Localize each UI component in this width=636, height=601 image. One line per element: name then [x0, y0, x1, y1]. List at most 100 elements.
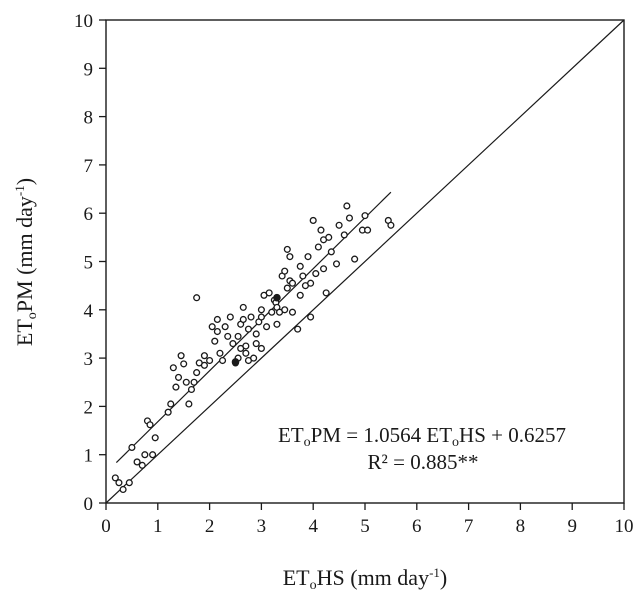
data-point	[213, 315, 221, 324]
data-point	[296, 262, 304, 270]
one-to-one-line	[105, 19, 625, 504]
data-point	[216, 349, 224, 357]
data-point	[335, 221, 343, 229]
data-point	[149, 451, 157, 459]
y-tick-label: 8	[84, 108, 94, 129]
data-point	[239, 315, 247, 324]
x-tick-label: 2	[205, 516, 215, 537]
x-tick-label: 3	[257, 516, 267, 537]
data-point	[141, 451, 149, 459]
data-point	[193, 294, 201, 302]
data-point	[268, 308, 276, 316]
data-point	[221, 323, 229, 331]
data-point	[226, 313, 234, 321]
data-point	[151, 434, 159, 442]
data-point	[172, 383, 180, 391]
data-point	[320, 265, 328, 273]
data-point	[286, 253, 294, 261]
data-point	[242, 349, 250, 357]
y-tick-label: 4	[84, 301, 94, 322]
data-point	[257, 344, 265, 352]
data-point	[167, 400, 175, 408]
data-point	[281, 267, 289, 275]
data-point	[351, 255, 359, 263]
y-tick-label: 0	[84, 494, 94, 515]
data-point	[164, 408, 172, 416]
x-tick-label: 4	[308, 516, 318, 537]
data-point	[307, 313, 315, 321]
data-point	[288, 308, 297, 316]
data-point	[309, 216, 317, 224]
data-point	[288, 279, 297, 287]
data-point	[343, 202, 351, 210]
data-point	[257, 313, 265, 321]
data-point	[146, 421, 154, 429]
data-points	[111, 202, 395, 494]
x-tick-label: 10	[615, 516, 634, 537]
y-tick-label: 6	[84, 204, 94, 225]
data-point	[169, 364, 177, 372]
data-point	[281, 306, 289, 314]
data-point	[296, 291, 304, 299]
x-tick-label: 1	[153, 516, 163, 537]
data-point	[200, 361, 208, 369]
data-point	[299, 272, 307, 280]
data-point	[211, 337, 219, 345]
data-point	[234, 332, 242, 340]
data-point	[361, 212, 369, 220]
data-point	[177, 352, 185, 360]
data-point	[128, 443, 136, 452]
data-point	[174, 373, 183, 381]
data-point	[244, 325, 253, 333]
data-point	[185, 400, 193, 408]
y-tick-label: 1	[84, 446, 94, 467]
data-point	[252, 330, 260, 338]
data-point	[283, 284, 291, 292]
data-point	[138, 461, 146, 469]
data-point	[317, 226, 325, 234]
data-point	[208, 323, 216, 331]
data-point	[387, 221, 395, 229]
data-point	[133, 458, 141, 466]
y-tick-label: 3	[84, 349, 94, 370]
data-point	[239, 303, 247, 311]
x-tick-label: 7	[464, 516, 474, 537]
data-point	[242, 342, 250, 350]
data-point	[219, 356, 227, 365]
data-point	[252, 340, 260, 348]
data-point	[325, 233, 333, 241]
y-axis-title: EToPM (mm day-1)	[12, 178, 40, 346]
data-point	[115, 479, 123, 487]
data-point	[312, 270, 320, 278]
data-point	[213, 327, 221, 336]
data-point	[340, 231, 348, 239]
data-point	[224, 332, 232, 340]
y-tick-label: 2	[84, 397, 94, 418]
data-point-filled	[231, 358, 240, 366]
y-tick-label: 9	[84, 59, 94, 80]
data-point	[332, 260, 341, 268]
axis-ticks: 0 1 2 3 4 5 6 7 8 9 10 0 1 2 3 4 5 6 7 8 9 10	[74, 11, 634, 537]
y-tick-label: 10	[74, 11, 93, 32]
regression-equation: EToPM = 1.0564 EToHS + 0.6257	[278, 423, 566, 450]
x-tick-label: 0	[101, 516, 111, 537]
data-point	[327, 248, 335, 256]
data-point	[263, 323, 271, 331]
data-point	[182, 378, 190, 386]
regression-line	[115, 191, 392, 464]
data-point	[187, 385, 196, 394]
data-point	[322, 289, 330, 297]
data-point	[193, 369, 201, 377]
data-point	[229, 340, 237, 348]
data-point	[307, 279, 315, 287]
data-point	[273, 320, 281, 328]
data-point	[180, 360, 188, 368]
r-squared-label: R² = 0.885**	[368, 450, 479, 474]
x-tick-label: 8	[516, 516, 526, 537]
data-point	[364, 226, 372, 234]
data-point	[257, 306, 265, 314]
data-point	[111, 474, 119, 482]
data-point-filled	[273, 293, 281, 302]
data-point	[345, 214, 354, 222]
